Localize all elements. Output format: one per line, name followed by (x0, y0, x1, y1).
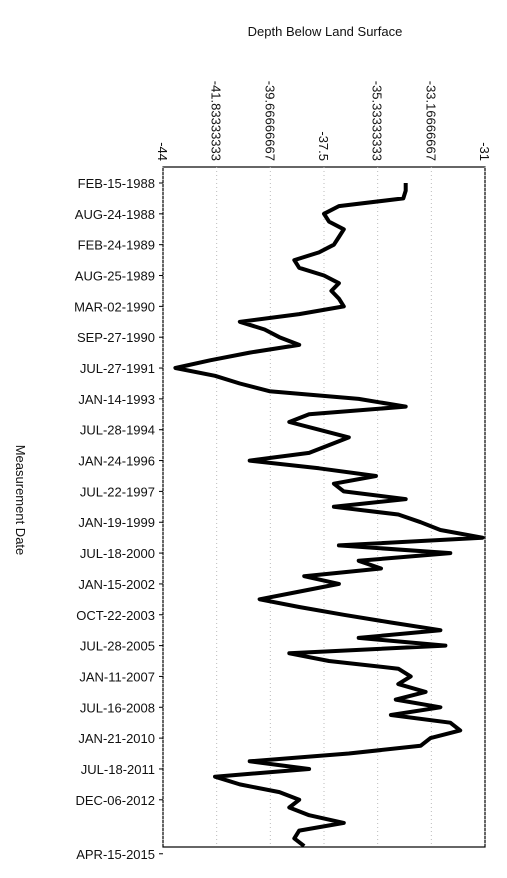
x-tick-label: -44 (155, 142, 170, 161)
y-tick-label: AUG-24-1988 (75, 207, 155, 222)
y-tick-label: OCT-22-2003 (76, 608, 155, 623)
y-tick-label: MAR-02-1990 (74, 299, 155, 314)
y-tick-label: SEP-27-1990 (77, 330, 155, 345)
y-tick-label: APR-15-2015 (76, 847, 155, 862)
x-axis-title: Depth Below Land Surface (248, 24, 403, 39)
y-tick-label: JAN-19-1999 (78, 515, 155, 530)
y-tick-label: JUL-27-1991 (80, 361, 155, 376)
y-tick-label: AUG-25-1989 (75, 269, 155, 284)
y-tick-label: FEB-24-1989 (78, 238, 155, 253)
y-tick-label: JAN-21-2010 (78, 731, 155, 746)
y-tick-label: JAN-24-1996 (78, 454, 155, 469)
y-tick-label: JAN-11-2007 (79, 669, 155, 684)
y-tick-label: JAN-15-2002 (78, 577, 155, 592)
x-tick-label: -37.5 (316, 131, 331, 161)
y-tick-label: JUL-18-2011 (81, 762, 155, 777)
y-tick-label: DEC-06-2012 (76, 793, 156, 808)
y-tick-label: JUL-28-2005 (80, 639, 155, 654)
x-tick-label: -39.66666667 (262, 81, 277, 161)
y-tick-label: JUL-18-2000 (80, 546, 155, 561)
y-tick-label: JUL-22-1997 (80, 484, 155, 499)
data-line (173, 183, 485, 848)
y-tick-label: JUL-28-1994 (80, 423, 155, 438)
x-tick-label: -41.83333333 (209, 81, 224, 161)
y-tick-label: FEB-15-1988 (78, 176, 155, 191)
y-axis-title: Measurement Date (13, 445, 28, 556)
y-tick-label: JAN-14-1993 (78, 392, 155, 407)
x-tick-label: -31 (477, 142, 492, 161)
y-tick-label: JUL-16-2008 (80, 700, 155, 715)
x-tick-label: -33.16666667 (423, 81, 438, 161)
x-tick-label: -35.33333333 (370, 81, 385, 161)
